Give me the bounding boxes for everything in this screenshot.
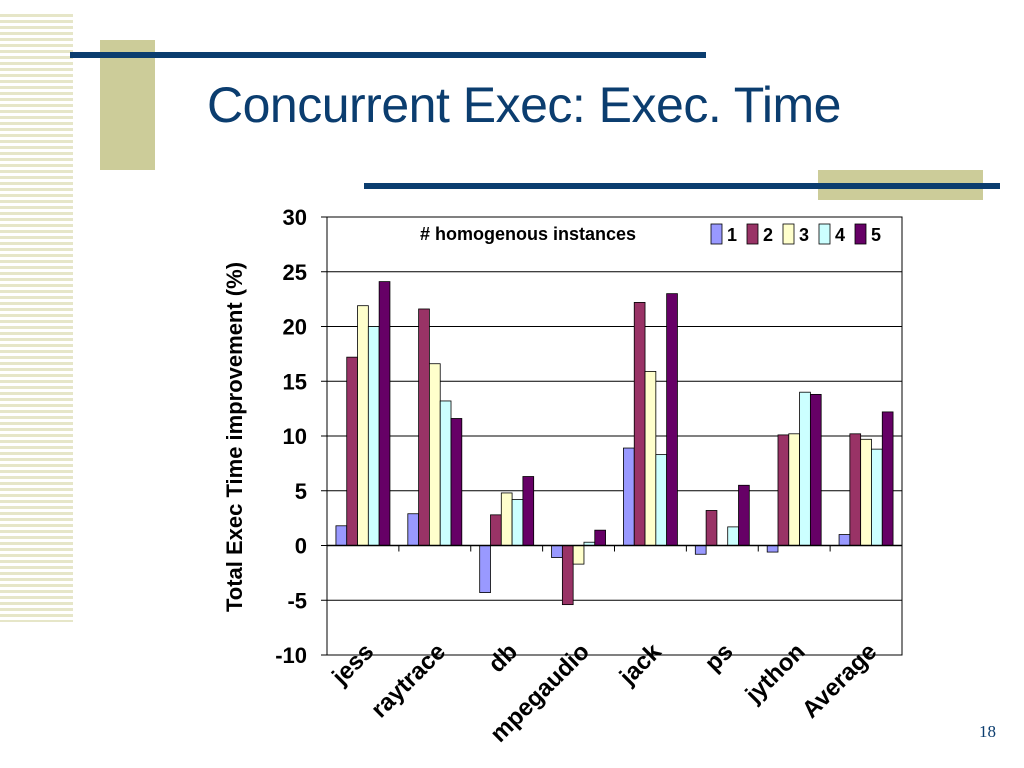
y-tick-label: 20 <box>283 315 307 340</box>
bar-jython-series-2 <box>777 434 790 546</box>
bar-raytrace-series-4 <box>439 400 452 546</box>
bar-jess-series-2 <box>346 356 358 546</box>
bars <box>335 281 894 606</box>
bar-jython-series-3 <box>788 433 800 546</box>
legend-label-5: 5 <box>871 225 881 245</box>
bar-jess-series-1 <box>335 525 348 546</box>
title-rule-top <box>70 52 706 58</box>
x-category-label: raytrace <box>366 638 451 723</box>
title-rule-bottom <box>364 183 1000 189</box>
bar-Average-series-5 <box>881 411 894 546</box>
y-axis-title: Total Exec Time improvement (%) <box>222 262 247 612</box>
bar-Average-series-4 <box>871 448 883 546</box>
bar-mpegaudio-series-5 <box>594 529 606 546</box>
bar-Average-series-2 <box>849 433 862 546</box>
bar-jack-series-1 <box>623 447 635 546</box>
y-tick-label: 0 <box>295 534 307 559</box>
page-number: 18 <box>979 722 996 741</box>
bar-raytrace-series-3 <box>429 363 441 546</box>
bar-jython-series-1 <box>766 545 779 553</box>
legend-title: # homogenous instances <box>420 224 636 244</box>
x-category-label: db <box>483 638 523 678</box>
bar-mpegaudio-series-3 <box>572 545 585 565</box>
bar-Average-series-3 <box>860 438 872 546</box>
legend-label-4: 4 <box>835 225 845 245</box>
slide-title: Concurrent Exec: Exec. Time <box>207 77 841 133</box>
bar-db-series-3 <box>500 492 513 546</box>
legend-swatch-2 <box>746 223 759 245</box>
bar-jack-series-2 <box>633 302 646 546</box>
bar-db-series-2 <box>490 514 502 546</box>
bar-jess-series-5 <box>378 281 391 546</box>
bar-db-series-1 <box>479 545 491 593</box>
bar-jess-series-4 <box>367 326 380 546</box>
axes <box>321 216 903 656</box>
bar-raytrace-series-2 <box>418 308 430 546</box>
bar-raytrace-series-5 <box>450 418 463 546</box>
y-tick-label: -5 <box>287 588 307 613</box>
bar-jack-series-4 <box>655 454 668 546</box>
x-category-label: Average <box>797 638 882 723</box>
decorative-square-left <box>100 40 155 170</box>
bar-ps-series-5 <box>738 484 750 546</box>
bar-mpegaudio-series-2 <box>561 545 574 606</box>
legend-label-2: 2 <box>763 225 773 245</box>
x-category-label: jython <box>740 638 811 709</box>
y-tick-label: 25 <box>283 260 307 285</box>
bar-db-series-4 <box>511 499 524 546</box>
bar-jack-series-3 <box>644 370 657 546</box>
x-category-label: jess <box>326 638 379 691</box>
bar-jack-series-5 <box>666 293 678 546</box>
y-tick-label: 30 <box>283 205 307 230</box>
bar-Average-series-1 <box>838 534 851 546</box>
bar-ps-series-1 <box>694 545 707 555</box>
striped-margin <box>0 14 73 622</box>
legend-swatch-1 <box>710 223 723 245</box>
legend-label-1: 1 <box>727 225 737 245</box>
bar-jess-series-3 <box>357 305 369 546</box>
y-tick-label: 5 <box>295 479 307 504</box>
legend-swatch-5 <box>854 223 867 245</box>
legend: # homogenous instances 1 2 3 4 5 <box>420 223 881 245</box>
bar-db-series-5 <box>522 476 535 546</box>
y-tick-label: -10 <box>275 643 307 668</box>
x-category-label: jack <box>614 638 667 691</box>
legend-swatch-4 <box>818 223 831 245</box>
bar-jython-series-5 <box>809 393 822 546</box>
bar-jython-series-4 <box>799 391 811 546</box>
bar-ps-series-2 <box>705 510 718 546</box>
y-tick-label: 10 <box>283 424 307 449</box>
bar-ps-series-4 <box>727 526 739 546</box>
x-category-label: ps <box>700 638 739 677</box>
legend-label-3: 3 <box>799 225 809 245</box>
bar-mpegaudio-series-1 <box>551 545 563 558</box>
bar-raytrace-series-1 <box>407 513 420 546</box>
y-tick-label: 15 <box>283 369 307 394</box>
legend-swatch-3 <box>782 223 795 245</box>
